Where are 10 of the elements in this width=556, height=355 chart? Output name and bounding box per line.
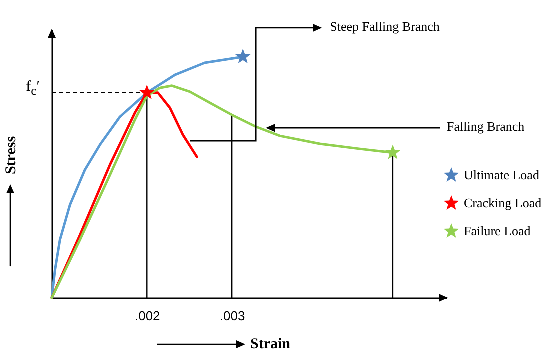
legend-label: Ultimate Load [464, 168, 540, 182]
legend-label: Cracking Load [464, 196, 542, 210]
x-tick-label: .002 [134, 308, 160, 324]
x-tick-label: .003 [220, 308, 246, 324]
ref-line-label: f$_{c}$′ [26, 78, 40, 99]
legend-label: Failure Load [464, 224, 532, 238]
annotation: Falling Branch [447, 119, 526, 134]
annotation: Steep Falling Branch [330, 18, 440, 34]
x-axis-title: Strain [250, 336, 292, 352]
y-axis-title: Stress [4, 136, 20, 175]
